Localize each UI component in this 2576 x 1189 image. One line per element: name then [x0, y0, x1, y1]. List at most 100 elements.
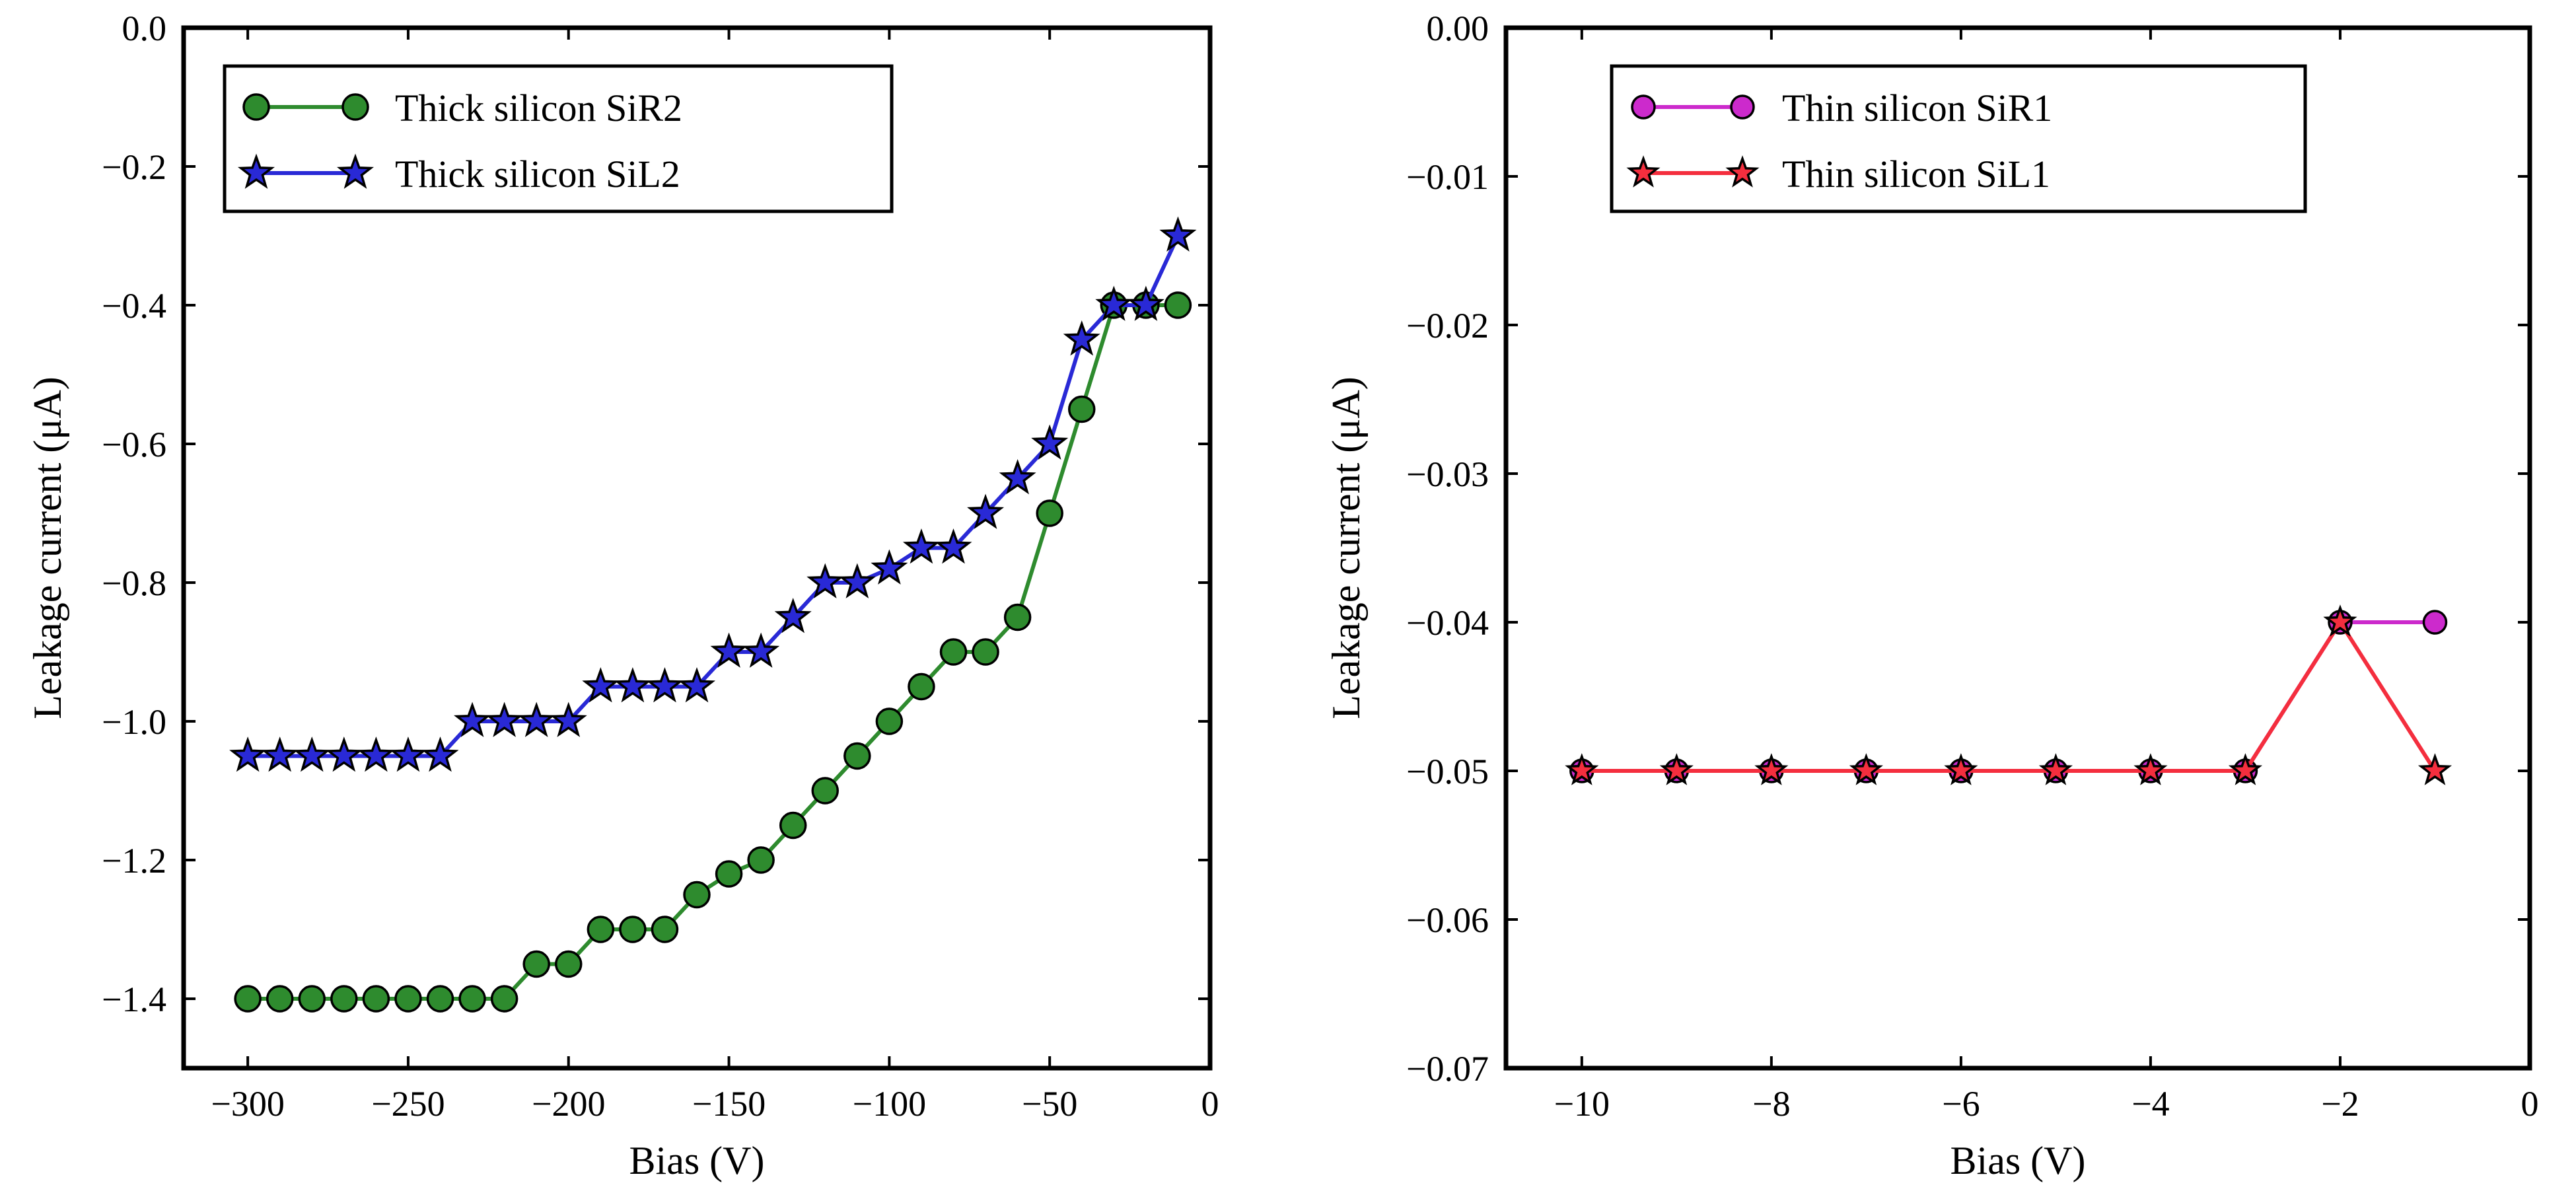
data-point-marker	[2133, 753, 2168, 785]
x-tick-label: −8	[1752, 1084, 1790, 1124]
y-tick-label: −0.02	[1406, 306, 1489, 345]
y-tick-label: −0.07	[1406, 1049, 1489, 1089]
data-point-marker	[229, 737, 267, 772]
x-tick-label: −10	[1554, 1084, 1610, 1124]
data-point-marker	[1095, 285, 1133, 321]
y-tick-label: −0.8	[102, 563, 166, 603]
y-tick-label: −0.4	[102, 286, 166, 326]
data-point-marker	[1003, 603, 1032, 631]
right-chart-svg: −10 −8 −6 −4 −2 0 0.00 −0.01 −0.02 −0.03 −0.04 −0.0…	[1324, 9, 2539, 1182]
data-point-marker	[935, 528, 972, 564]
y-tick-label: −0.6	[102, 425, 166, 464]
data-point-marker	[747, 846, 775, 874]
data-point-marker	[1031, 424, 1069, 460]
x-axis-title: Bias (V)	[1950, 1139, 2086, 1182]
data-point-marker	[518, 702, 555, 737]
x-tick-label: −300	[211, 1084, 284, 1124]
plot-frame	[1503, 25, 2532, 1071]
y-tick-label: −0.01	[1406, 157, 1489, 197]
x-tick-label: −250	[371, 1084, 445, 1124]
y-tick-label: −0.06	[1406, 900, 1489, 940]
data-point-marker	[774, 598, 812, 633]
legend-marker	[341, 93, 369, 121]
plot-frame	[181, 25, 1213, 1071]
data-point-marker	[999, 459, 1036, 495]
data-point-marker	[902, 528, 940, 564]
data-point-marker	[293, 737, 331, 772]
data-point-marker	[454, 702, 491, 737]
legend-label: Thick silicon SiR2	[395, 87, 682, 129]
data-point-marker	[389, 737, 427, 772]
series-2	[1565, 604, 2452, 785]
data-point-marker	[421, 737, 459, 772]
data-point-marker	[458, 985, 486, 1013]
x-axis-title: Bias (V)	[629, 1139, 765, 1182]
legend-marker	[1725, 155, 1760, 188]
data-point-marker	[261, 737, 299, 772]
data-point-marker	[1164, 291, 1192, 319]
data-point-marker	[972, 638, 999, 666]
x-tick-label: 0	[1201, 1084, 1219, 1124]
y-tick-label: −0.04	[1406, 603, 1489, 643]
data-point-marker	[2422, 610, 2448, 635]
y-tick-label: −0.2	[102, 147, 166, 187]
data-point-marker	[362, 985, 390, 1013]
y-tick-label: −1.2	[102, 841, 166, 881]
x-tick-label: −2	[2321, 1084, 2359, 1124]
legend[interactable]: Thin silicon SiR1 Thin silicon SiL1	[1610, 64, 2307, 213]
data-point-marker	[715, 860, 743, 888]
data-point-marker	[330, 985, 358, 1013]
data-point-marker	[2038, 753, 2073, 785]
series-line	[248, 303, 1178, 1001]
left-chart-svg: −300 −250 −200 −150 −100 −50 0 0.0 −0.2 −0.4 −0.6 −…	[26, 9, 1219, 1182]
series-line	[1581, 620, 2437, 773]
legend-marker	[1631, 94, 1656, 120]
data-point-marker	[298, 985, 326, 1013]
data-point-marker	[325, 737, 363, 772]
data-point-marker	[742, 632, 780, 668]
data-point-marker	[614, 667, 651, 703]
x-tick-label: −150	[692, 1084, 766, 1124]
data-point-marker	[1565, 753, 1599, 785]
series-1	[234, 291, 1192, 1013]
data-point-marker	[490, 985, 519, 1013]
x-tick-label: −6	[1942, 1084, 1980, 1124]
data-point-marker	[1159, 216, 1197, 252]
data-point-marker	[426, 985, 454, 1013]
data-point-marker	[875, 707, 904, 735]
data-point-marker	[1127, 285, 1164, 321]
legend-box	[1610, 64, 2307, 213]
data-point-marker	[234, 985, 262, 1013]
x-tick-label: −100	[853, 1084, 926, 1124]
data-point-marker	[806, 563, 844, 598]
y-tick-label: 0.00	[1427, 9, 1489, 48]
data-point-marker	[485, 702, 523, 737]
y-axis-title: Leakage current (μA)	[26, 377, 69, 719]
data-point-marker	[1036, 499, 1063, 527]
data-point-marker	[394, 985, 422, 1013]
series-line	[1581, 620, 2435, 773]
data-point-marker	[2417, 753, 2452, 785]
data-point-marker	[939, 638, 968, 666]
legend-label: Thin silicon SiR1	[1782, 87, 2052, 129]
data-point-marker	[1849, 753, 1883, 785]
legend-marker	[237, 153, 275, 189]
legend[interactable]: Thick silicon SiR2 Thick silicon SiL2	[223, 64, 894, 213]
data-point-marker	[1063, 320, 1100, 356]
series-line	[248, 234, 1180, 758]
data-point-marker	[550, 702, 587, 737]
data-point-marker	[2228, 753, 2263, 785]
x-tick-label: −50	[1022, 1084, 1077, 1124]
y-axis-title: Leakage current (μA)	[1324, 377, 1368, 719]
data-point-marker	[838, 563, 876, 598]
data-point-marker	[967, 493, 1005, 529]
data-point-marker	[582, 667, 620, 703]
data-point-marker	[651, 916, 679, 943]
y-tick-label: −1.0	[102, 702, 166, 742]
data-point-marker	[683, 881, 711, 909]
data-point-marker	[522, 950, 550, 978]
series-2	[229, 216, 1197, 772]
data-point-marker	[1659, 753, 1694, 785]
legend-marker	[336, 153, 375, 189]
data-point-marker	[555, 950, 583, 978]
